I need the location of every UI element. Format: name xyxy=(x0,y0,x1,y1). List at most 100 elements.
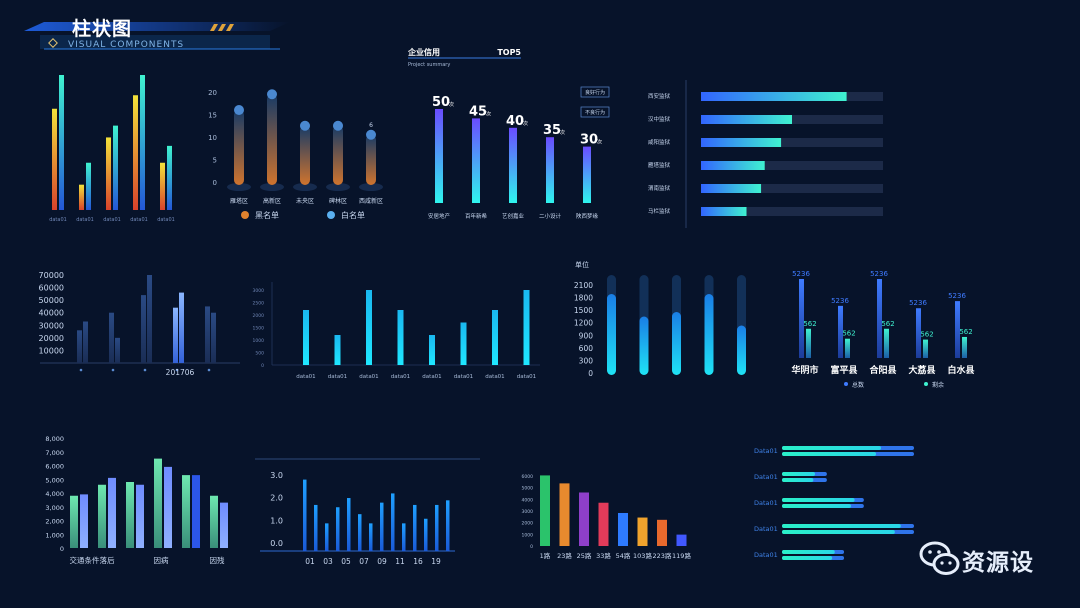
bar xyxy=(59,75,64,210)
x-tick-label: 19 xyxy=(431,557,441,566)
bar xyxy=(639,316,649,375)
x-tick-label: 安居地产 xyxy=(428,212,451,220)
legend-marker xyxy=(924,382,928,386)
bar xyxy=(598,502,609,546)
y-tick-label: 20 xyxy=(208,89,217,97)
x-tick-label: 因残 xyxy=(210,555,225,565)
bar xyxy=(782,498,855,502)
chart-header-subtitle: Project summary xyxy=(408,62,450,68)
bar xyxy=(429,335,435,365)
chart-header-right: TOP5 xyxy=(497,48,521,57)
bar xyxy=(704,294,714,375)
bar xyxy=(607,294,616,375)
bar-cap xyxy=(366,129,376,140)
x-tick-label: data01 xyxy=(296,374,315,380)
x-tick-label: 因病 xyxy=(154,555,169,565)
bar xyxy=(435,504,439,551)
bar xyxy=(167,145,172,210)
y-tick-label: 4000 xyxy=(522,497,534,503)
data-label: 562 xyxy=(842,330,855,338)
y-tick-label: 3000 xyxy=(253,288,265,294)
bar-base xyxy=(359,183,383,191)
x-tick-label: 01 xyxy=(305,557,315,566)
y-tick-label: 6000 xyxy=(522,474,534,480)
y-tick-label: 1.0 xyxy=(270,516,283,525)
y-tick-label: 2000 xyxy=(522,521,534,527)
bar xyxy=(314,504,318,551)
y-tick-label: 15 xyxy=(208,112,217,120)
x-tick-label: 合阳县 xyxy=(869,364,896,376)
x-tick-label: 百年新希 xyxy=(465,212,488,220)
data-label: 5236 xyxy=(948,292,966,300)
bar xyxy=(657,519,667,546)
bar xyxy=(637,517,648,546)
bar xyxy=(799,279,804,358)
bar xyxy=(782,556,833,560)
y-tick-label: 900 xyxy=(579,331,594,340)
bar xyxy=(845,338,850,358)
x-tick-label: 23路 xyxy=(557,551,572,560)
x-tick-label: data01 xyxy=(391,374,410,380)
x-tick-label: 07 xyxy=(359,557,369,566)
bar xyxy=(164,466,172,548)
bar xyxy=(154,458,162,548)
bar xyxy=(366,290,372,365)
y-tick-label: 2,000 xyxy=(45,518,64,526)
x-tick-marker xyxy=(111,368,115,372)
bar xyxy=(782,472,815,476)
chart-7: 单位 2100 1800 1500 1200 900 600 300 0 xyxy=(574,260,746,378)
bar xyxy=(192,475,200,548)
data-label: 562 xyxy=(920,331,933,339)
y-tick-label: 1500 xyxy=(253,326,265,332)
y-tick-label: Data01 xyxy=(754,551,778,559)
unit-label: 单位 xyxy=(575,260,589,269)
legend-tag-label: 不良行为 xyxy=(585,109,605,116)
data-label: 40 xyxy=(506,114,524,129)
x-tick-label: 33路 xyxy=(596,551,611,560)
bar xyxy=(380,502,384,551)
y-tick-label: 300 xyxy=(579,356,594,365)
bar xyxy=(397,310,404,365)
bar xyxy=(460,322,467,365)
bar-cap xyxy=(333,120,343,131)
bar xyxy=(205,306,210,363)
y-tick-label: 1,000 xyxy=(45,531,64,539)
bar xyxy=(782,504,851,508)
bar xyxy=(86,162,91,210)
y-tick-label: 咸阳监狱 xyxy=(648,138,671,146)
x-tick-label: data01 xyxy=(485,374,504,380)
bar xyxy=(923,339,928,358)
page-subtitle: VISUAL COMPONENTS xyxy=(68,40,185,50)
bar xyxy=(435,109,443,203)
y-tick-label: 5,000 xyxy=(45,476,64,484)
x-tick-label: 二小设计 xyxy=(539,212,562,220)
y-tick-label: 汉中监狱 xyxy=(648,115,671,123)
bar xyxy=(52,108,57,210)
y-tick-label: 3000 xyxy=(522,509,534,515)
bar-track xyxy=(701,184,883,193)
bar xyxy=(782,524,901,528)
x-tick-label: data01 xyxy=(130,217,148,223)
chart-6: 3000 2500 2000 1500 1000 500 0 data01 data01 data… xyxy=(253,282,540,380)
x-tick-label: 碑林区 xyxy=(329,197,347,205)
bar xyxy=(962,336,967,358)
legend-marker xyxy=(241,211,249,219)
bar xyxy=(701,115,792,124)
bar xyxy=(446,500,450,551)
x-tick-label: 高新区 xyxy=(263,197,281,205)
y-tick-label: 40000 xyxy=(39,309,64,318)
bar xyxy=(782,550,835,554)
bar xyxy=(126,482,134,548)
y-tick-label: 50000 xyxy=(39,296,64,305)
bar-base xyxy=(293,183,317,191)
x-tick-label: 华阴市 xyxy=(791,364,818,376)
y-tick-label: 10000 xyxy=(39,346,64,355)
x-tick-label: 艺创嘉业 xyxy=(502,212,525,220)
data-label: 5236 xyxy=(792,270,810,278)
x-tick-label: 09 xyxy=(377,557,387,566)
header-decoration xyxy=(24,22,290,50)
x-tick-marker xyxy=(143,368,147,372)
x-axis-label: 201706 xyxy=(166,368,195,377)
y-tick-label: 1200 xyxy=(574,319,593,328)
